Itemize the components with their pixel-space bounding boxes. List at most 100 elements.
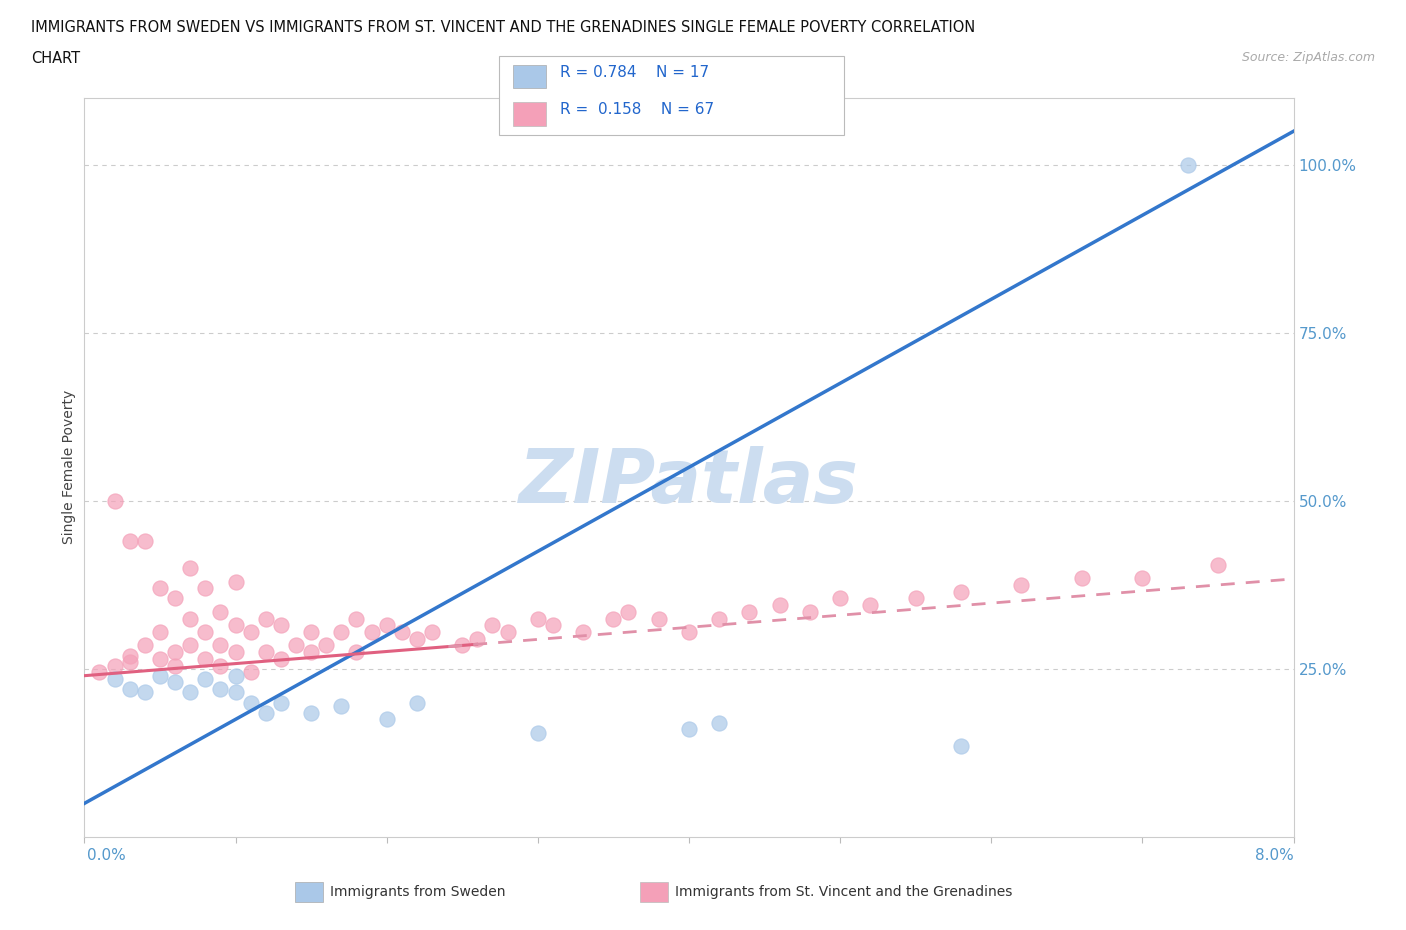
Point (299, 625, 322, 640)
Text: 8.0%: 8.0% (1254, 848, 1294, 863)
Point (617, 604, 640, 619)
Point (118, 534, 141, 549)
Point (165, 591, 187, 605)
Point (859, 598, 882, 613)
Point (89, 665, 111, 680)
Point (239, 695, 262, 710)
Point (118, 682, 141, 697)
Point (225, 574, 247, 589)
Point (149, 651, 172, 666)
Point (830, 591, 852, 605)
Point (1011, 578, 1033, 592)
Point (572, 625, 595, 640)
Point (330, 625, 353, 640)
Y-axis label: Single Female Poverty: Single Female Poverty (62, 391, 76, 544)
Point (134, 534, 156, 549)
Text: ZIPatlas: ZIPatlas (519, 445, 859, 519)
Text: CHART: CHART (31, 51, 80, 66)
Point (149, 581, 172, 596)
Point (149, 625, 172, 640)
Point (527, 611, 550, 626)
Point (346, 611, 368, 626)
Point (950, 584, 973, 599)
Point (950, 738, 973, 753)
Point (179, 561, 201, 576)
Point (1177, 157, 1199, 172)
Point (239, 665, 262, 680)
Point (179, 638, 201, 653)
Point (104, 671, 127, 686)
Point (209, 604, 232, 619)
Point (225, 669, 247, 684)
Point (285, 638, 308, 653)
Point (270, 695, 292, 710)
Point (799, 604, 821, 619)
Point (118, 648, 141, 663)
Text: Source: ZipAtlas.com: Source: ZipAtlas.com (1241, 51, 1375, 64)
Point (709, 715, 731, 730)
Point (602, 611, 624, 626)
Point (194, 671, 217, 686)
Point (406, 695, 429, 710)
Point (648, 611, 671, 626)
Text: R = 0.784    N = 17: R = 0.784 N = 17 (560, 65, 709, 80)
Point (769, 598, 792, 613)
Point (270, 618, 292, 632)
Point (391, 625, 413, 640)
Point (299, 705, 322, 720)
Point (527, 725, 550, 740)
Point (194, 651, 217, 666)
Point (1206, 557, 1229, 572)
Point (467, 631, 489, 646)
Point (904, 591, 927, 605)
Point (104, 658, 127, 673)
Text: R =  0.158    N = 67: R = 0.158 N = 67 (560, 102, 714, 117)
Point (346, 644, 368, 659)
Point (738, 604, 761, 619)
Point (179, 611, 201, 626)
Point (481, 618, 503, 632)
Point (179, 685, 201, 700)
Text: IMMIGRANTS FROM SWEDEN VS IMMIGRANTS FROM ST. VINCENT AND THE GRENADINES SINGLE : IMMIGRANTS FROM SWEDEN VS IMMIGRANTS FRO… (31, 20, 976, 35)
Point (451, 638, 474, 653)
Point (209, 638, 232, 653)
Point (194, 625, 217, 640)
Point (1071, 571, 1094, 586)
Point (270, 651, 292, 666)
Point (330, 698, 353, 713)
Point (134, 685, 156, 700)
Point (254, 644, 277, 659)
Point (315, 638, 337, 653)
Point (225, 644, 247, 659)
Point (239, 625, 262, 640)
Text: Immigrants from St. Vincent and the Grenadines: Immigrants from St. Vincent and the Gren… (675, 884, 1012, 899)
Point (375, 618, 398, 632)
Point (496, 625, 519, 640)
Point (299, 644, 322, 659)
Point (134, 638, 156, 653)
Point (709, 611, 731, 626)
Point (209, 658, 232, 673)
Point (209, 682, 232, 697)
Point (165, 675, 187, 690)
Point (678, 625, 700, 640)
Point (165, 644, 187, 659)
Point (360, 625, 382, 640)
Point (104, 494, 127, 509)
Text: Immigrants from Sweden: Immigrants from Sweden (330, 884, 506, 899)
Point (118, 655, 141, 670)
Point (194, 581, 217, 596)
Point (149, 669, 172, 684)
Point (1132, 571, 1154, 586)
Point (225, 685, 247, 700)
Point (254, 611, 277, 626)
Point (541, 618, 564, 632)
Point (375, 712, 398, 727)
Point (406, 631, 429, 646)
Point (254, 705, 277, 720)
Point (420, 625, 443, 640)
Text: 0.0%: 0.0% (87, 848, 127, 863)
Point (225, 618, 247, 632)
Point (165, 658, 187, 673)
Point (678, 722, 700, 737)
